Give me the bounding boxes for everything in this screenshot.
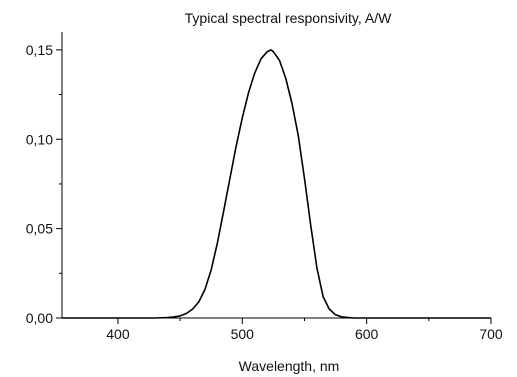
x-tick-label: 500: [231, 326, 255, 342]
x-axis-label: Wavelength, nm: [239, 358, 340, 374]
y-tick-label: 0,10: [26, 131, 53, 147]
y-axis-ticks: 0,00 0,05 0,10 0,15: [26, 42, 62, 326]
x-tick-label: 700: [479, 326, 503, 342]
x-axis-ticks: 400 500 600 700: [106, 318, 503, 342]
axes: [61, 32, 491, 319]
y-tick-label: 0,15: [26, 42, 53, 58]
x-tick-label: 400: [106, 326, 130, 342]
y-tick-label: 0,05: [26, 221, 53, 237]
y-tick-label: 0,00: [26, 310, 53, 326]
responsivity-curve: [62, 49, 491, 319]
x-tick-label: 600: [355, 326, 379, 342]
chart-title: Typical spectral responsivity, A/W: [185, 10, 392, 26]
data-series: [62, 49, 491, 319]
